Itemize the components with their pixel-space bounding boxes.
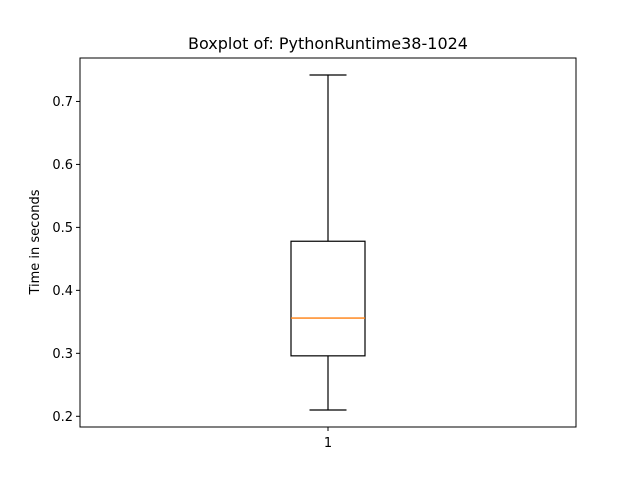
y-tick-label: 0.4 — [52, 284, 73, 299]
y-tick-label: 0.5 — [52, 221, 73, 236]
y-tick-label: 0.3 — [52, 347, 73, 362]
axes-frame — [79, 57, 577, 428]
y-axis-label: Time in seconds — [28, 189, 43, 295]
plot-area: 0.2 0.3 0.4 0.5 0.6 0.7 1 — [52, 57, 577, 451]
y-tick-label: 0.2 — [52, 410, 73, 425]
x-tick-label: 1 — [324, 436, 332, 451]
box-iqr — [290, 240, 366, 357]
chart-title: Boxplot of: PythonRuntime38-1024 — [188, 34, 468, 53]
y-tick-label: 0.7 — [52, 95, 73, 110]
y-tick-label: 0.6 — [52, 158, 73, 173]
